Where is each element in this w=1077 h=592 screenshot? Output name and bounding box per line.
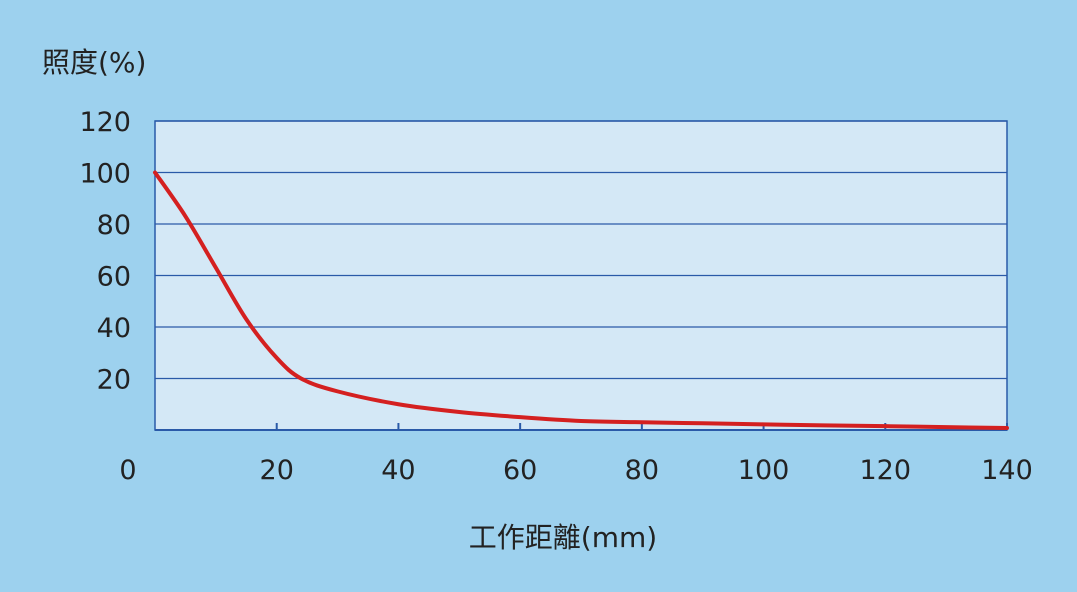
x-tick-label: 60 [503, 455, 537, 486]
grid-lines [155, 120, 1007, 431]
y-tick-label: 20 [97, 365, 131, 396]
x-tick-label: 120 [860, 455, 912, 486]
x-tick-label: 140 [981, 455, 1033, 486]
x-tick-label: 80 [625, 455, 659, 486]
y-tick-label: 60 [97, 262, 131, 293]
illuminance-curve [153, 170, 1009, 430]
x-tick-label: 40 [381, 455, 415, 486]
y-tick-label: 120 [79, 107, 131, 138]
x-axis-label: 工作距離(mm) [469, 521, 657, 554]
y-tick-label: 80 [97, 210, 131, 241]
tick-labels: 20 40 60 80 100 120 0 20 40 60 80 100 120 140 [79, 107, 1032, 486]
y-tick-label: 100 [79, 159, 131, 190]
x-tick-label: 100 [738, 455, 790, 486]
x-tick-label: 0 [119, 455, 136, 486]
x-tick-label: 20 [260, 455, 294, 486]
y-tick-label: 40 [97, 313, 131, 344]
y-axis-label: 照度(%) [42, 46, 146, 79]
